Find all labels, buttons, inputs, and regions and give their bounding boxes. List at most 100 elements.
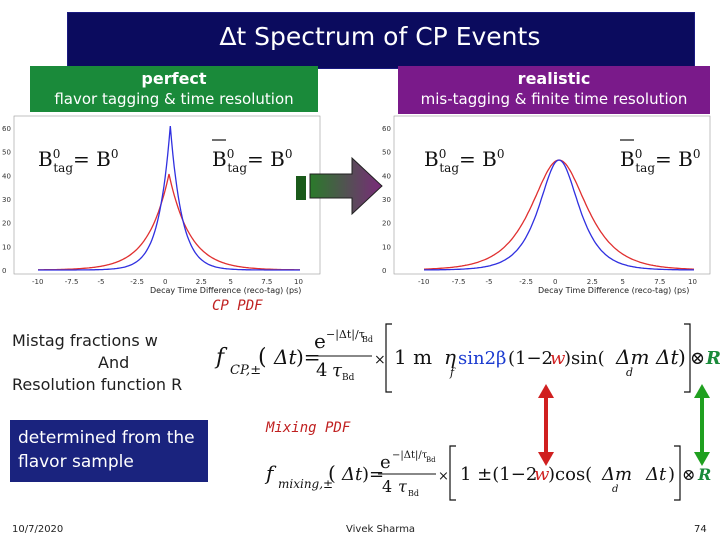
- x-tick-label: -5: [486, 278, 493, 286]
- perfect-blue-curve: [38, 125, 300, 271]
- mistag-text: Mistag fractions w And Resolution functi…: [12, 330, 212, 396]
- svg-text:w: w: [534, 464, 550, 485]
- svg-text:): ): [668, 464, 675, 485]
- perfect-label-b0: B0 tag= B0: [38, 147, 118, 175]
- svg-text:Bd: Bd: [362, 335, 373, 344]
- svg-text:Bd: Bd: [342, 373, 355, 383]
- svg-text:)sin(: )sin(: [564, 348, 605, 369]
- svg-text:4: 4: [382, 477, 392, 496]
- x-tick-label: -2.5: [519, 278, 533, 286]
- svg-text:τ: τ: [332, 360, 343, 381]
- svg-text:): ): [678, 345, 686, 369]
- cp-pdf-formula: f CP,± ( Δt )= e −|Δt|/τ Bd 4 τ Bd × 1 m…: [214, 323, 720, 393]
- x-tick-label: 2.5: [196, 278, 207, 286]
- red-double-arrow-icon: [538, 384, 554, 466]
- svg-text:R: R: [705, 348, 720, 369]
- svg-text:Δm: Δm: [615, 345, 649, 369]
- perfect-plot: 60 50 40 30 20 10 0 -10 -7.5 -5 -2.5 0 2.5 5 7.5 10 B0…: [0, 114, 322, 299]
- svg-text:Δt: Δt: [645, 464, 667, 485]
- x-tick-label: 5: [621, 278, 625, 286]
- svg-text:mixing,±: mixing,±: [278, 477, 333, 491]
- svg-text:4: 4: [316, 360, 327, 381]
- svg-text:Bd: Bd: [408, 489, 419, 498]
- svg-text:f: f: [214, 345, 228, 370]
- x-tick-label: -7.5: [452, 278, 466, 286]
- svg-text:e: e: [314, 329, 326, 353]
- svg-text:Δt: Δt: [655, 345, 679, 369]
- svg-text:Δt: Δt: [341, 464, 363, 485]
- svg-text:1 ±(1−2: 1 ±(1−2: [460, 464, 537, 485]
- cp-pdf-label: CP PDF: [212, 298, 263, 314]
- transition-arrow-icon: [296, 156, 383, 216]
- svg-text:(: (: [258, 345, 267, 370]
- x-tick-label: -10: [418, 278, 429, 286]
- footer-page: 74: [694, 524, 707, 535]
- svg-text:Δm: Δm: [601, 464, 632, 485]
- svg-text:f: f: [264, 461, 277, 485]
- svg-text:×: ×: [374, 352, 386, 368]
- title-bar: [67, 12, 695, 69]
- svg-text:f: f: [449, 366, 456, 379]
- x-tick-label: 5: [229, 278, 233, 286]
- x-tick-label: -7.5: [65, 278, 79, 286]
- perfect-red-curve: [38, 173, 300, 271]
- svg-text:1 m: 1 m: [394, 345, 432, 369]
- svg-text:)=: )=: [296, 345, 321, 369]
- y-tick-label: 60: [2, 125, 11, 133]
- realistic-plot: 60 50 40 30 20 10 0 -10 -7.5 -5 -2.5 0 2.5 5 7.5 10 B0…: [380, 114, 720, 299]
- svg-text:R: R: [697, 465, 711, 484]
- y-tick-label: 10: [382, 243, 391, 251]
- x-tick-label: 0: [553, 278, 557, 286]
- svg-text:(1−2: (1−2: [508, 348, 553, 369]
- realistic-plot-frame: [393, 115, 711, 275]
- y-tick-label: 20: [2, 220, 11, 228]
- footer-author: Vivek Sharma: [346, 524, 416, 535]
- x-tick-label: 2.5: [587, 278, 598, 286]
- realistic-subtitle: mis-tagging & finite time resolution: [420, 90, 688, 108]
- perfect-plot-frame: [13, 115, 321, 275]
- y-tick-label: 50: [382, 149, 391, 157]
- green-double-arrow-icon: [694, 384, 710, 466]
- x-tick-label: 7.5: [261, 278, 272, 286]
- svg-text:CP,±: CP,±: [230, 363, 261, 378]
- y-tick-label: 40: [2, 172, 11, 180]
- realistic-heading: realistic: [517, 69, 591, 88]
- y-tick-label: 30: [382, 196, 391, 204]
- x-tick-label: 10: [294, 278, 303, 286]
- y-tick-label: 40: [382, 172, 391, 180]
- perfect-subtitle: flavor tagging & time resolution: [54, 90, 294, 108]
- svg-text:(: (: [328, 461, 336, 485]
- svg-text:e: e: [380, 452, 391, 473]
- y-tick-label: 50: [2, 149, 11, 157]
- svg-text:Δt: Δt: [273, 345, 297, 369]
- svg-text:d: d: [612, 484, 618, 495]
- x-tick-label: 10: [688, 278, 697, 286]
- svg-text:−|Δt|/τ: −|Δt|/τ: [326, 328, 365, 342]
- arrow-stub: [296, 176, 306, 200]
- svg-text:)=: )=: [362, 464, 384, 485]
- realistic-label-b0: B0 tag= B0: [424, 147, 504, 175]
- svg-text:w: w: [550, 348, 566, 369]
- svg-text:⊗: ⊗: [682, 465, 695, 484]
- svg-text:d: d: [626, 366, 633, 379]
- footer-date: 10/7/2020: [12, 524, 64, 535]
- y-tick-label: 0: [382, 267, 386, 275]
- svg-text:)cos(: )cos(: [548, 464, 592, 485]
- svg-text:τ: τ: [398, 477, 408, 496]
- mistag-line2: And: [98, 353, 130, 372]
- y-tick-label: 60: [382, 125, 391, 133]
- determined-box: determined from the flavor sample: [10, 420, 208, 482]
- y-tick-label: 10: [2, 243, 11, 251]
- mixing-pdf-label: Mixing PDF: [266, 420, 351, 436]
- x-tick-label: -10: [32, 278, 43, 286]
- svg-text:sin2β: sin2β: [458, 348, 506, 369]
- svg-text:−|Δt|/τ: −|Δt|/τ: [392, 450, 428, 461]
- svg-text:⊗: ⊗: [690, 348, 705, 369]
- x-tick-label: 7.5: [654, 278, 665, 286]
- y-tick-label: 0: [2, 267, 6, 275]
- realistic-box: realistic mis-tagging & finite time reso…: [398, 66, 710, 114]
- mixing-pdf-formula: f mixing,± ( Δt )= e −|Δt|/τ Bd 4 τ Bd ×…: [264, 445, 711, 501]
- svg-text:η: η: [444, 345, 456, 369]
- perfect-box: perfect flavor tagging & time resolution: [30, 66, 318, 112]
- mistag-line3: Resolution function R: [12, 375, 183, 394]
